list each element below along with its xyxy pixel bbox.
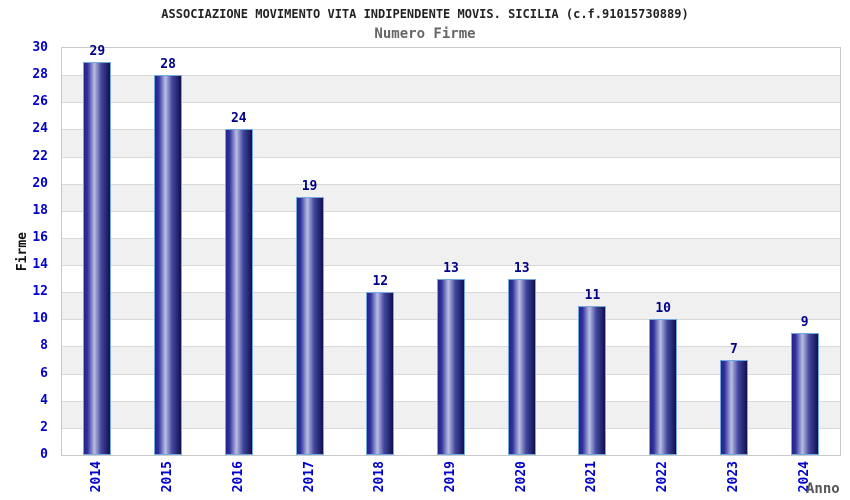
plot-band: [62, 48, 840, 76]
x-tick-label: 2016: [230, 461, 246, 493]
bar-2021: [578, 305, 607, 455]
x-tick-label: 2021: [584, 461, 600, 493]
chart-title: ASSOCIAZIONE MOVIMENTO VITA INDIPENDENTE…: [161, 7, 689, 21]
plot-area: 29 28 24 19 12 13 13 11 10 7 9: [61, 43, 841, 456]
bar-2023: [719, 360, 748, 455]
x-tick-label: 2017: [301, 461, 317, 493]
plot-band: [62, 210, 840, 238]
plot-band: [62, 75, 840, 103]
x-tick-label: 2019: [443, 461, 458, 493]
y-tick-label: 8: [40, 338, 48, 354]
bar-2016: [224, 129, 253, 455]
y-tick-label: 28: [32, 67, 48, 83]
x-tick-label: 2014: [89, 461, 105, 493]
chart-subtitle: Numero Firme: [374, 26, 476, 42]
y-tick-label: 0: [40, 447, 48, 462]
plot-band: [62, 237, 840, 266]
gridline: [62, 129, 840, 131]
plot-band: [62, 129, 840, 157]
bar-value-label: 11: [584, 287, 601, 303]
gridline: [62, 237, 840, 239]
bar-value-label: 28: [160, 57, 176, 73]
plot-band: [62, 156, 840, 184]
y-tick-label: 10: [32, 311, 48, 327]
bar-value-label: 12: [372, 274, 389, 290]
gridline: [62, 265, 840, 267]
x-tick-label: 2018: [372, 461, 388, 493]
y-tick-label: 30: [32, 40, 48, 55]
gridline: [62, 156, 840, 158]
plot-band: [62, 102, 840, 130]
bar-value-label: 13: [443, 260, 459, 276]
y-tick-label: 6: [40, 365, 48, 381]
gridline: [62, 183, 840, 185]
gridline: [62, 102, 840, 104]
x-tick-label: 2020: [513, 461, 529, 493]
y-tick-label: 2: [40, 419, 48, 435]
y-tick-label: 16: [32, 229, 48, 245]
y-tick-label: 18: [32, 202, 48, 218]
y-tick-label: 20: [32, 175, 48, 191]
gridline: [62, 210, 840, 212]
y-tick-label: 4: [40, 392, 48, 408]
y-tick-label: 22: [32, 148, 48, 164]
bar-2018: [366, 292, 395, 455]
bar-2015: [154, 75, 183, 455]
y-tick-label: 12: [32, 284, 48, 300]
plot-band: [62, 183, 840, 211]
gridline: [62, 75, 840, 77]
y-tick-label: 24: [32, 121, 48, 137]
bar-value-label: 13: [513, 260, 530, 276]
x-tick-label: 2023: [725, 461, 741, 493]
bar-2017: [295, 197, 324, 455]
y-tick-label: 26: [32, 94, 48, 110]
bar-2014: [83, 61, 112, 455]
bar-2024: [790, 332, 819, 455]
bar-value-label: 24: [230, 111, 247, 127]
bar-2019: [437, 278, 465, 455]
bar-2020: [507, 278, 536, 455]
bar-value-label: 7: [729, 342, 738, 358]
bar-value-label: 10: [655, 301, 671, 317]
bar-value-label: 19: [301, 179, 318, 195]
y-tick-label: 14: [32, 257, 48, 273]
bar-value-label: 29: [89, 43, 106, 59]
x-tick-label: 2015: [160, 461, 176, 493]
bar-value-label: 9: [800, 314, 809, 330]
x-tick-label: 2022: [655, 461, 671, 493]
bar-2022: [649, 319, 678, 455]
x-axis-title: Anno: [806, 481, 840, 497]
